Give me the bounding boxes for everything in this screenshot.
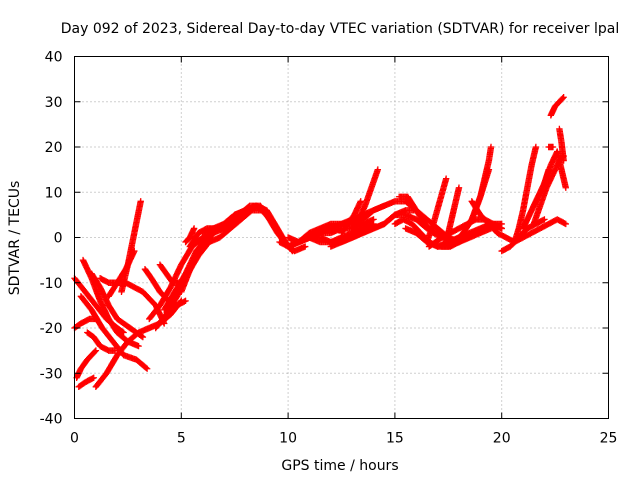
y-tick-label: 10 bbox=[45, 185, 63, 201]
data-point-marker bbox=[138, 333, 145, 340]
y-tick-label: -40 bbox=[40, 412, 63, 428]
data-point-marker bbox=[90, 374, 97, 381]
data-point-marker bbox=[135, 342, 142, 350]
x-tick-label: 15 bbox=[386, 431, 404, 447]
y-tick-label: -30 bbox=[40, 366, 63, 382]
series-track bbox=[545, 143, 557, 151]
data-point-marker bbox=[92, 347, 100, 354]
series-track bbox=[75, 374, 97, 391]
x-tick-label: 20 bbox=[493, 431, 511, 447]
series-track bbox=[71, 315, 100, 332]
y-tick-label: 20 bbox=[45, 140, 63, 156]
x-tick-label: 5 bbox=[177, 431, 186, 447]
chart-title: Day 092 of 2023, Sidereal Day-to-day VTE… bbox=[61, 21, 619, 37]
y-axis-label: SDTVAR / TECUs bbox=[7, 181, 23, 296]
data-point-marker bbox=[111, 347, 119, 354]
series-track bbox=[77, 293, 151, 372]
series-track bbox=[73, 347, 100, 381]
x-tick-label: 25 bbox=[600, 431, 618, 447]
data-point-marker bbox=[91, 348, 99, 355]
data-point-marker bbox=[137, 198, 144, 205]
data-point-marker bbox=[131, 247, 138, 255]
series-track bbox=[84, 329, 119, 354]
data-point-marker bbox=[182, 297, 189, 305]
series-track bbox=[547, 94, 567, 119]
y-tick-label: 0 bbox=[54, 231, 63, 247]
data-point-marker bbox=[120, 329, 127, 336]
x-tick-label: 10 bbox=[279, 431, 297, 447]
series-track bbox=[118, 198, 144, 295]
series-track bbox=[88, 270, 147, 341]
y-tick-label: 30 bbox=[45, 95, 63, 111]
y-tick-label: -10 bbox=[40, 276, 63, 292]
x-axis: 0 5 10 15 20 25 bbox=[70, 56, 618, 447]
series-track bbox=[141, 265, 189, 309]
data-points bbox=[71, 94, 569, 391]
x-axis-label: GPS time / hours bbox=[281, 458, 398, 474]
series-track bbox=[105, 247, 138, 300]
data-point-marker bbox=[143, 365, 151, 372]
y-tick-label: -20 bbox=[40, 321, 63, 337]
data-point-marker bbox=[139, 333, 147, 341]
data-point-marker bbox=[142, 364, 150, 372]
y-tick-label: 40 bbox=[45, 50, 63, 66]
data-point-marker bbox=[92, 315, 100, 323]
x-tick-label: 0 bbox=[70, 431, 79, 447]
